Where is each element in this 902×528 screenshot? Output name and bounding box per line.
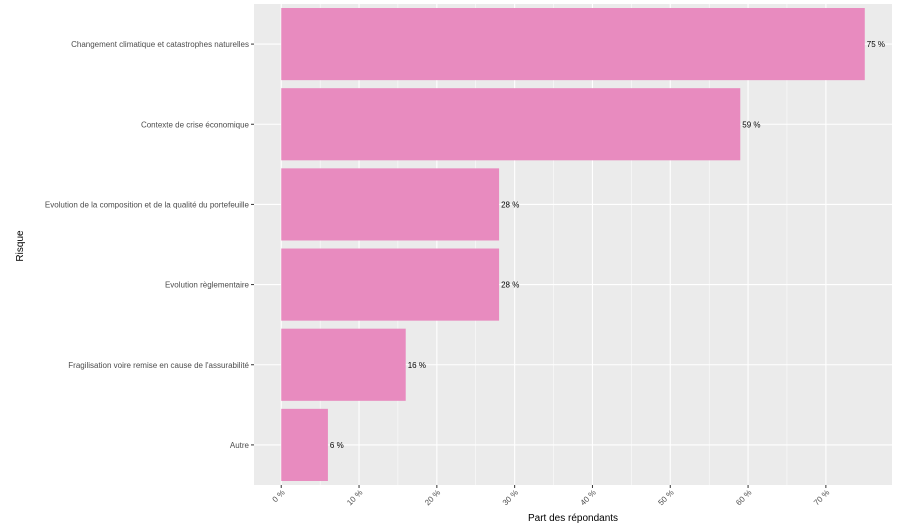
major-gridlines [254,4,892,485]
y-tick-label: Fragilisation voire remise en cause de l… [68,361,249,370]
y-tick-label: Autre [230,441,250,450]
y-tick-label: Changement climatique et catastrophes na… [71,40,249,49]
plot-panel [254,4,892,485]
y-axis-title: Risque [15,230,26,262]
data-labels: 75 % 59 % 28 % 28 % 16 % 6 % [330,40,885,450]
bar [281,168,500,241]
x-axis-title: Part des répondants [528,513,618,524]
data-label: 59 % [742,120,760,129]
y-tick-label: Contexte de crise économique [141,120,250,129]
bar [281,88,741,161]
data-label: 28 % [501,200,519,209]
minor-gridlines [319,4,788,485]
y-tick-label: Evolution de la composition et de la qua… [45,200,250,209]
y-axis: Changement climatique et catastrophes na… [45,40,254,450]
bar [281,8,865,81]
data-label: 28 % [501,281,519,290]
x-tick-label: 60 % [734,488,753,507]
x-tick-label: 10 % [345,488,364,507]
x-tick-label: 30 % [501,488,520,507]
bar [281,408,328,481]
bar [281,328,406,401]
x-tick-label: 70 % [812,488,831,507]
bar [281,248,500,321]
x-tick-label: 50 % [656,488,675,507]
x-axis: 0 % 10 % 20 % 30 % 40 % 50 % 60 % 70 % [271,485,831,507]
x-tick-label: 40 % [579,488,598,507]
x-tick-label: 20 % [423,488,442,507]
data-label: 75 % [867,40,885,49]
bars [281,8,865,481]
data-label: 16 % [408,361,426,370]
x-tick-label: 0 % [271,488,287,504]
data-label: 6 % [330,441,344,450]
y-tick-label: Evolution règlementaire [165,281,250,290]
